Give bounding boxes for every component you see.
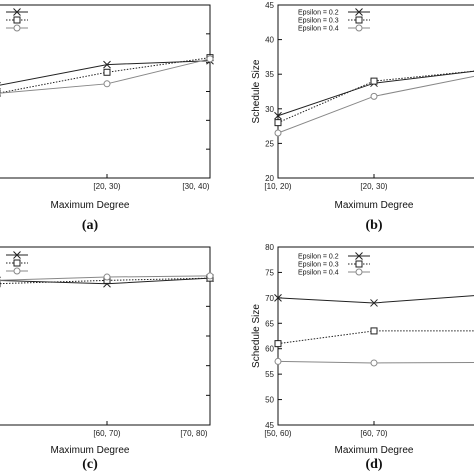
- x-tick-label: [50, 60): [264, 429, 291, 438]
- plot-frame-4: [277, 246, 474, 426]
- y-tick-label: 45: [265, 1, 274, 10]
- y-tick-label: 50: [265, 396, 274, 405]
- legend-label: Epsilon = 0.3: [298, 262, 339, 269]
- y-axis-label: Schedule Size: [251, 59, 262, 123]
- panel-label: (d): [365, 457, 382, 472]
- legend-marker: [13, 24, 21, 32]
- data-point: [274, 129, 282, 137]
- series-line-1: [277, 295, 474, 304]
- legend-marker: [355, 8, 363, 16]
- x-axis-label: Maximum Degree: [335, 200, 414, 211]
- data-point: [206, 272, 214, 280]
- y-tick-label: 75: [265, 268, 274, 277]
- series-line-1: [277, 70, 474, 117]
- y-tick-label: 65: [265, 319, 274, 328]
- panel-label: (b): [365, 218, 382, 233]
- legend-marker: [355, 16, 363, 24]
- data-point: [370, 92, 378, 100]
- x-axis-label: Maximum Degree: [335, 445, 414, 456]
- series-line-3: [0, 58, 211, 94]
- legend-label: Epsilon = 0.2: [298, 10, 339, 17]
- data-point: [370, 327, 378, 335]
- data-point: [206, 55, 214, 63]
- data-point: [274, 119, 282, 127]
- x-tick-label: [10, 20): [264, 182, 291, 191]
- x-axis-label: Maximum Degree: [51, 445, 130, 456]
- plot-frame-1: [0, 4, 211, 179]
- series-line-2: [277, 70, 474, 124]
- data-point: [274, 111, 282, 120]
- data-point: [370, 299, 378, 307]
- y-tick-label: 80: [265, 243, 274, 252]
- data-point: [103, 273, 111, 281]
- y-tick-label: 25: [265, 139, 274, 148]
- legend-marker: [13, 251, 21, 259]
- y-tick-label: 20: [265, 174, 274, 183]
- plot-frame-2: [277, 4, 474, 179]
- data-point: [103, 68, 111, 76]
- x-tick-label: [20, 30): [360, 182, 387, 191]
- data-point: [0, 81, 1, 90]
- legend-marker: [355, 252, 363, 260]
- legend-marker: [355, 260, 363, 268]
- y-tick-label: 55: [265, 370, 274, 379]
- y-axis-label: Schedule Size: [251, 304, 262, 368]
- data-point: [103, 80, 111, 88]
- y-tick-label: 35: [265, 70, 274, 79]
- data-point: [370, 77, 378, 85]
- y-tick-label: 40: [265, 36, 274, 45]
- legend-label: Epsilon = 0.2: [298, 254, 339, 261]
- panel-label: (a): [82, 218, 99, 233]
- data-point: [103, 60, 111, 69]
- legend-marker: [13, 8, 21, 16]
- legend-label: Epsilon = 0.4: [298, 26, 339, 33]
- x-axis-label: Maximum Degree: [51, 200, 130, 211]
- x-tick-label: [70, 80): [180, 429, 207, 438]
- legend-marker: [13, 16, 21, 24]
- series-line-2: [0, 277, 211, 285]
- x-tick-label: [60, 70): [360, 429, 387, 438]
- data-point: [274, 340, 282, 348]
- legend-label: Epsilon = 0.4: [298, 270, 339, 277]
- legend-marker: [355, 268, 363, 276]
- y-tick-label: 45: [265, 421, 274, 430]
- legend-label: Epsilon = 0.3: [298, 18, 339, 25]
- legend-marker: [13, 267, 21, 275]
- x-tick-label: [60, 70): [93, 429, 120, 438]
- panel-label: (c): [82, 457, 98, 472]
- x-tick-label: [30, 40): [182, 182, 209, 191]
- legend-marker: [355, 24, 363, 32]
- y-tick-label: 70: [265, 294, 274, 303]
- plot-frame-3: [0, 246, 211, 426]
- data-point: [274, 357, 282, 365]
- data-point: [370, 359, 378, 367]
- x-tick-label: [20, 30): [93, 182, 120, 191]
- y-tick-label: 60: [265, 345, 274, 354]
- y-tick-label: 30: [265, 105, 274, 114]
- legend-marker: [13, 259, 21, 267]
- data-point: [274, 294, 282, 302]
